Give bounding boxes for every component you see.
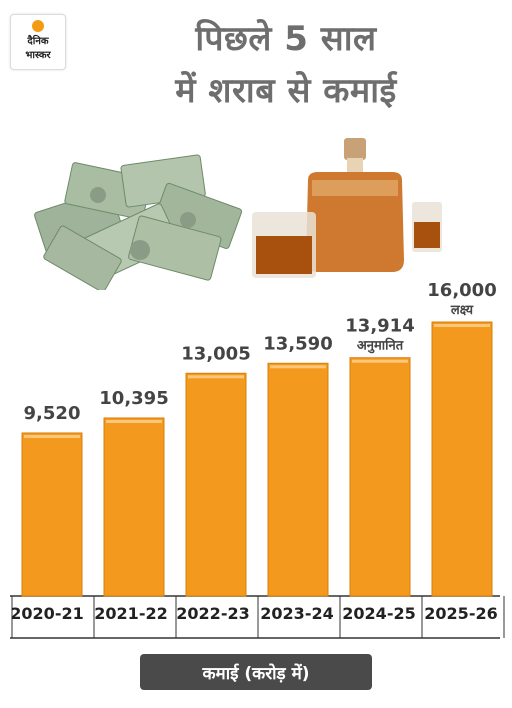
x-tick-label: 2020-21 — [10, 604, 84, 623]
logo-text-line2: भास्कर — [25, 50, 51, 61]
bar — [103, 417, 165, 597]
x-tick-label: 2023-24 — [260, 604, 334, 623]
whiskey-bottle-illustration — [252, 138, 442, 278]
data-label: 16,000 — [427, 280, 496, 301]
data-label: 10,395 — [99, 388, 168, 409]
bar-highlight — [188, 375, 244, 379]
x-tick-label: 2022-23 — [176, 604, 250, 623]
page-title-line2: में शराब से कमाई — [175, 71, 397, 111]
bar — [431, 321, 493, 597]
data-label: 13,914 — [345, 316, 414, 337]
bar-highlight — [434, 324, 490, 327]
bar — [267, 362, 329, 597]
x-tick-label: 2024-25 — [342, 604, 416, 623]
unit-label-badge: कमाई (करोड़ में) — [140, 654, 372, 690]
bar-annotation: लक्ष्य — [450, 303, 474, 318]
bar-highlight — [352, 359, 408, 363]
bar-highlight — [270, 365, 326, 369]
x-tick-label: 2025-26 — [424, 604, 498, 623]
brand-logo: दैनिक भास्कर — [10, 14, 66, 70]
data-label: 9,520 — [24, 403, 81, 424]
bar — [185, 372, 247, 597]
money-stack-illustration — [34, 154, 243, 290]
bar-highlight — [24, 434, 80, 438]
logo-sun-icon — [32, 20, 44, 32]
x-tick-label: 2021-22 — [94, 604, 168, 623]
page-title-line1: पिछले 5 साल — [195, 19, 377, 59]
bar-highlight — [106, 419, 162, 423]
bar-annotation: अनुमानित — [357, 338, 404, 354]
logo-text-line1: दैनिक — [27, 36, 49, 47]
bar — [349, 357, 411, 597]
data-label: 13,590 — [263, 333, 332, 354]
bar — [21, 432, 83, 597]
data-label: 13,005 — [181, 343, 250, 364]
